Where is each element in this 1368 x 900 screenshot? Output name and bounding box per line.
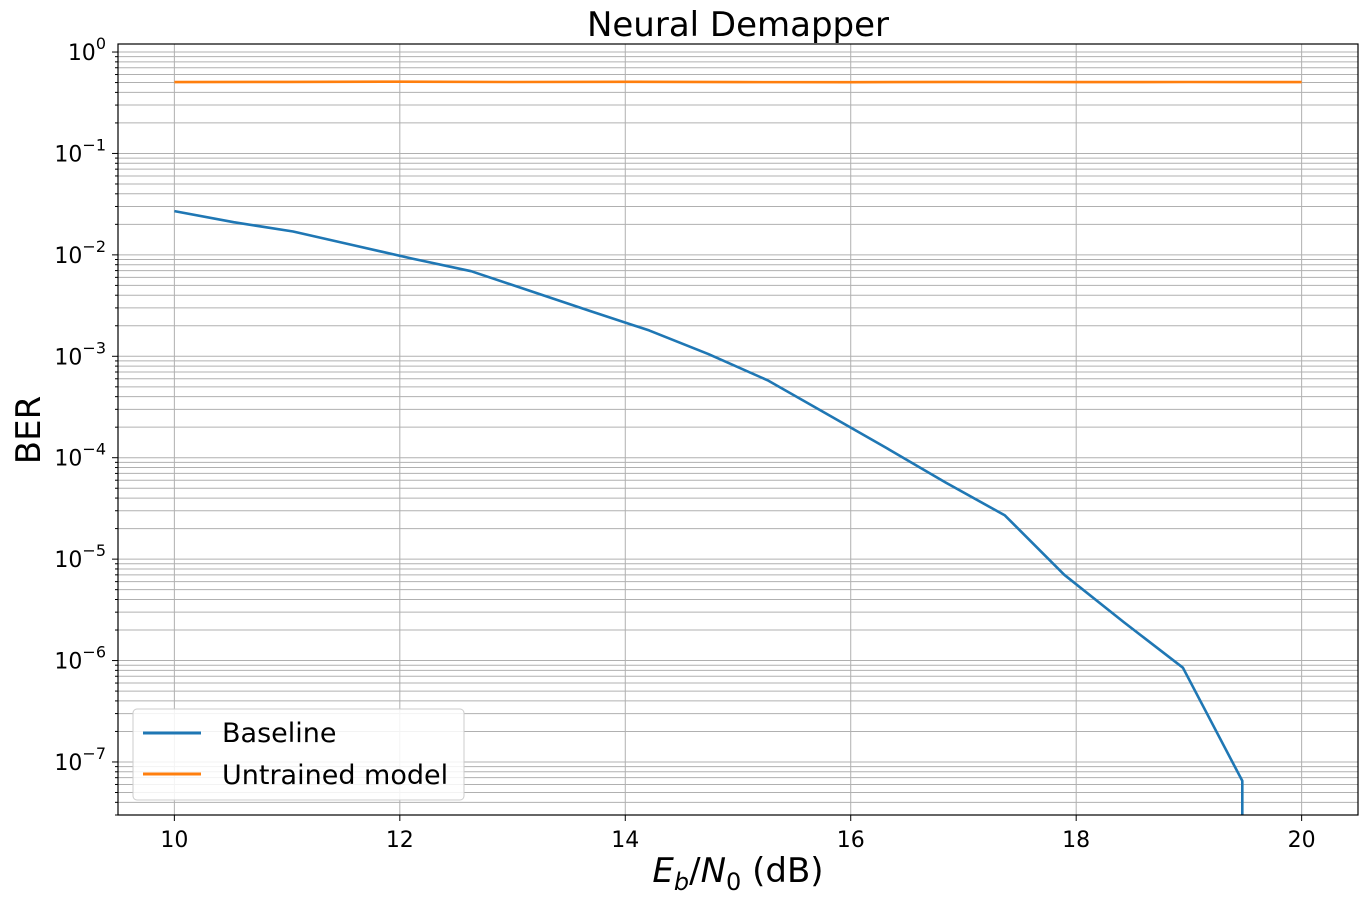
x-axis-ticks: 10 12 14 16 18 20 bbox=[160, 815, 1316, 853]
legend: Baseline Untrained model bbox=[132, 708, 465, 801]
y-tick-exponent: −7 bbox=[82, 744, 106, 763]
x-tick-label: 12 bbox=[386, 828, 414, 853]
y-tick-exponent: −1 bbox=[82, 135, 106, 154]
y-tick-label: 100 bbox=[68, 34, 106, 66]
series-line-baseline bbox=[174, 209, 1244, 815]
y-tick-base: 10 bbox=[54, 345, 82, 370]
y-tick-exponent: 0 bbox=[96, 34, 106, 53]
y-tick-exponent: −6 bbox=[82, 643, 106, 662]
x-tick-label: 14 bbox=[611, 828, 639, 853]
chart-title: Neural Demapper bbox=[587, 5, 889, 45]
y-tick-base: 10 bbox=[54, 447, 82, 472]
y-tick-base: 10 bbox=[68, 41, 96, 66]
y-tick-exponent: −2 bbox=[82, 237, 106, 256]
x-tick-label: 20 bbox=[1288, 828, 1316, 853]
legend-label-baseline: Baseline bbox=[222, 718, 336, 749]
y-tick-label: 10−7 bbox=[54, 744, 106, 776]
legend-box bbox=[132, 708, 465, 801]
y-tick-label: 10−5 bbox=[54, 541, 106, 573]
legend-label-untrained-model: Untrained model bbox=[222, 760, 448, 791]
y-tick-label: 10−4 bbox=[54, 440, 106, 472]
y-tick-label: 10−1 bbox=[54, 135, 106, 167]
y-tick-exponent: −3 bbox=[82, 338, 106, 357]
y-tick-base: 10 bbox=[54, 142, 82, 167]
series-layer bbox=[174, 80, 1302, 815]
x-tick-label: 16 bbox=[837, 828, 865, 853]
y-tick-exponent: −4 bbox=[82, 440, 106, 459]
y-tick-exponent: −5 bbox=[82, 541, 106, 560]
x-tick-label: 18 bbox=[1062, 828, 1090, 853]
y-tick-base: 10 bbox=[54, 548, 82, 573]
y-tick-label: 10−6 bbox=[54, 643, 106, 675]
x-axis-label: Eb/N0 (dB) bbox=[652, 851, 823, 896]
y-axis-label: BER bbox=[9, 396, 49, 464]
y-tick-label: 10−3 bbox=[54, 338, 106, 370]
y-tick-base: 10 bbox=[54, 650, 82, 675]
y-tick-base: 10 bbox=[54, 751, 82, 776]
y-tick-base: 10 bbox=[54, 244, 82, 269]
plot-background bbox=[118, 44, 1358, 815]
y-tick-label: 10−2 bbox=[54, 237, 106, 269]
x-tick-label: 10 bbox=[160, 828, 188, 853]
series-line-untrained-model bbox=[174, 80, 1302, 84]
plot-frame bbox=[117, 43, 1359, 816]
